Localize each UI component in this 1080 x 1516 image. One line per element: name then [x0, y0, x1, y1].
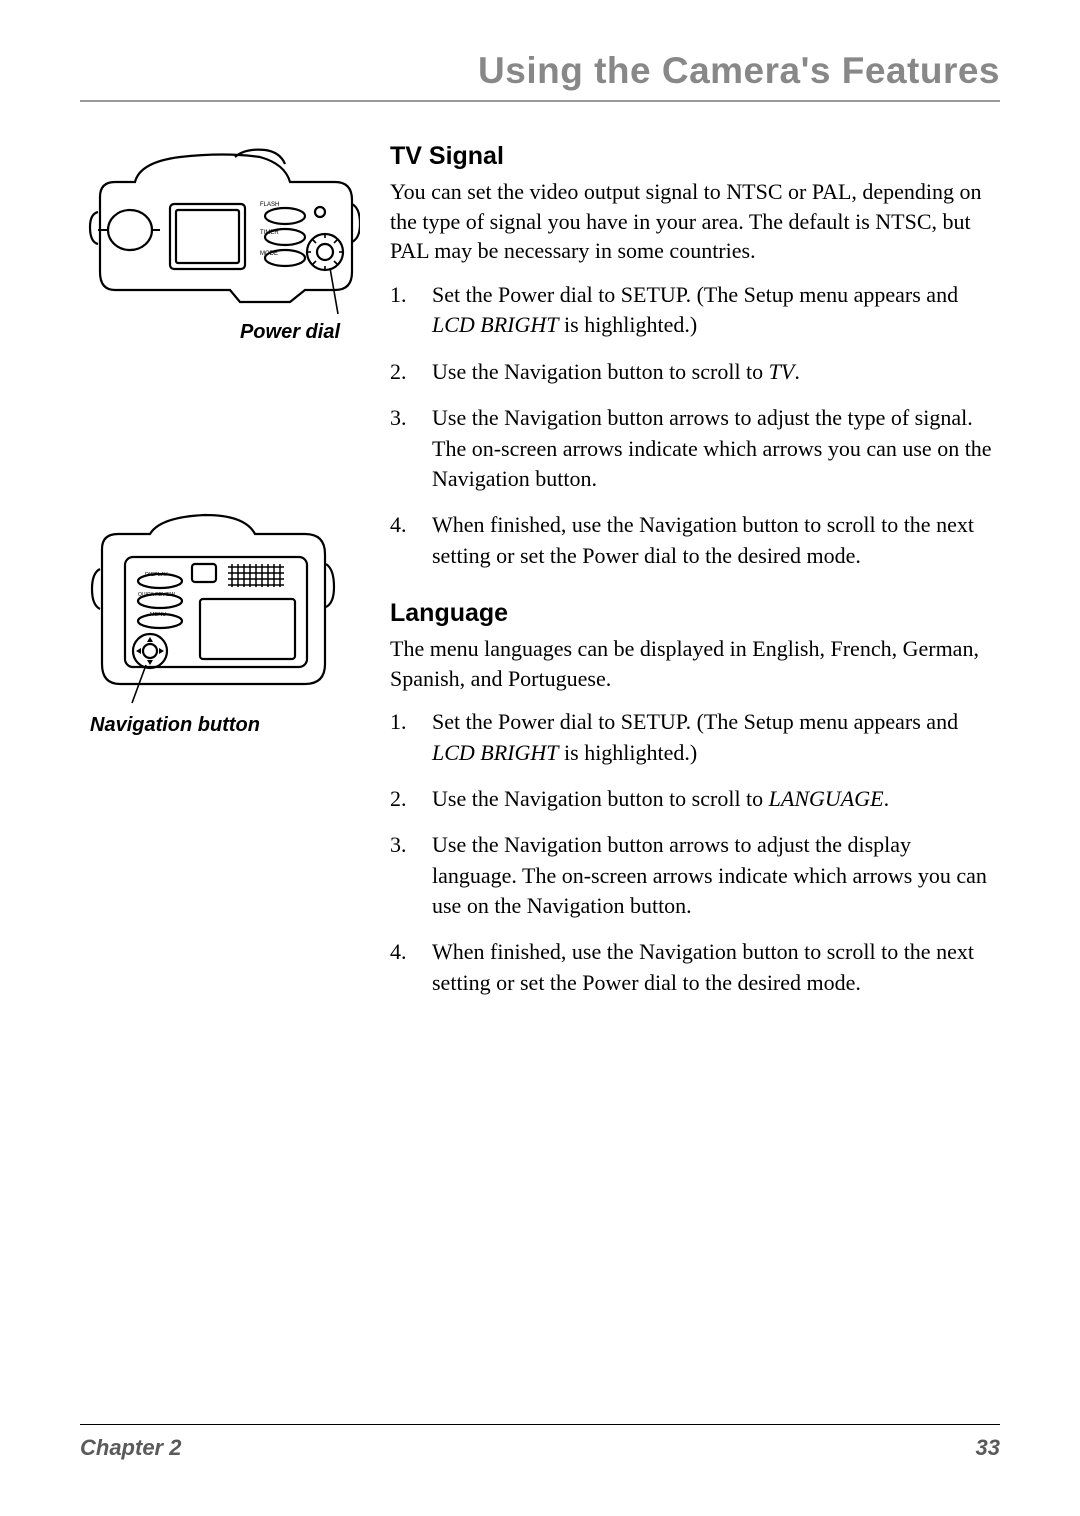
- label-flash: FLASH: [260, 202, 279, 208]
- label-display: DISPLAY: [145, 572, 168, 578]
- camera-top-illustration: FLASH TIMER MODE: [80, 142, 360, 317]
- step: Use the Navigation button arrows to adju…: [390, 403, 1000, 494]
- step-text: Use the Navigation button to scroll to: [432, 359, 769, 384]
- label-timer: TIMER: [260, 230, 279, 236]
- step: Set the Power dial to SETUP. (The Setup …: [390, 280, 1000, 341]
- step: When finished, use the Navigation button…: [390, 510, 1000, 571]
- step: When finished, use the Navigation button…: [390, 937, 1000, 998]
- footer-chapter: Chapter 2: [80, 1435, 181, 1461]
- step: Set the Power dial to SETUP. (The Setup …: [390, 707, 1000, 768]
- step-text: Set the Power dial to SETUP. (The Setup …: [432, 282, 958, 307]
- step-text: Use the Navigation button to scroll to: [432, 786, 769, 811]
- steps-tv-signal: Set the Power dial to SETUP. (The Setup …: [390, 280, 1000, 571]
- step-text: Use the Navigation button arrows to adju…: [432, 832, 987, 918]
- step-text: When finished, use the Navigation button…: [432, 939, 974, 994]
- heading-tv-signal: TV Signal: [390, 142, 1000, 171]
- page-title: Using the Camera's Features: [80, 50, 1000, 102]
- step: Use the Navigation button to scroll to T…: [390, 357, 1000, 387]
- figure-navigation-caption: Navigation button: [80, 714, 360, 737]
- step-italic: TV: [769, 359, 795, 384]
- label-mode: MODE: [260, 251, 278, 257]
- step-text: is highlighted.): [559, 312, 698, 337]
- page-footer: Chapter 2 33: [80, 1424, 1000, 1461]
- right-column: TV Signal You can set the video output s…: [390, 142, 1000, 1026]
- label-menu: MENU: [150, 612, 166, 618]
- step-text: .: [884, 786, 890, 811]
- step-italic: LCD BRIGHT: [432, 312, 559, 337]
- step-text: .: [794, 359, 800, 384]
- step: Use the Navigation button arrows to adju…: [390, 830, 1000, 921]
- step-italic: LANGUAGE: [769, 786, 884, 811]
- step-text: When finished, use the Navigation button…: [432, 512, 974, 567]
- figure-power-dial-caption: Power dial: [80, 321, 360, 344]
- steps-language: Set the Power dial to SETUP. (The Setup …: [390, 707, 1000, 998]
- intro-tv-signal: You can set the video output signal to N…: [390, 177, 1000, 266]
- intro-language: The menu languages can be displayed in E…: [390, 634, 1000, 693]
- footer-page-number: 33: [976, 1435, 1000, 1461]
- heading-language: Language: [390, 599, 1000, 628]
- step: Use the Navigation button to scroll to L…: [390, 784, 1000, 814]
- step-text: is highlighted.): [559, 740, 698, 765]
- left-column: FLASH TIMER MODE Power dial: [80, 142, 360, 1026]
- camera-back-illustration: DISPLAY QUICK REVIEW MENU: [80, 509, 340, 704]
- figure-navigation-button: DISPLAY QUICK REVIEW MENU Navigation but…: [80, 509, 360, 737]
- label-quick-review: QUICK REVIEW: [138, 592, 175, 598]
- step-italic: LCD BRIGHT: [432, 740, 559, 765]
- step-text: Use the Navigation button arrows to adju…: [432, 405, 992, 491]
- figure-power-dial: FLASH TIMER MODE Power dial: [80, 142, 360, 344]
- step-text: Set the Power dial to SETUP. (The Setup …: [432, 709, 958, 734]
- content-area: FLASH TIMER MODE Power dial: [80, 142, 1000, 1026]
